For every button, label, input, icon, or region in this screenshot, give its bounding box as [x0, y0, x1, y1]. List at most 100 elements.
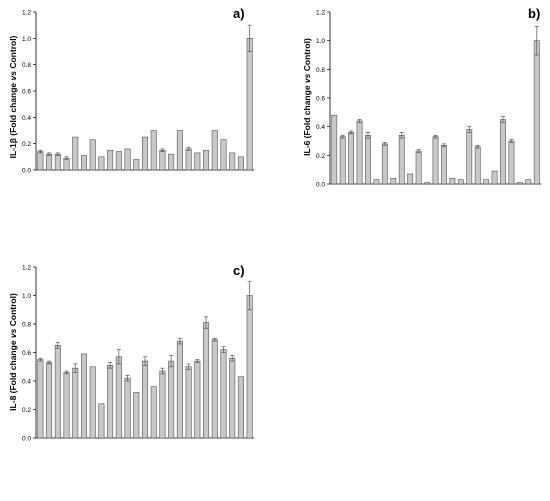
bar — [80, 353, 87, 439]
bar — [457, 179, 464, 185]
bar — [483, 179, 490, 185]
bar — [398, 134, 405, 185]
y-tick-label: 0.0 — [22, 168, 31, 175]
y-tick-label: 0.6 — [22, 350, 31, 357]
bar — [176, 130, 183, 171]
bar — [168, 153, 175, 171]
bar — [194, 360, 201, 439]
y-tick-label: 0.8 — [22, 62, 31, 69]
bar — [80, 155, 87, 171]
bar — [365, 134, 371, 185]
bar — [356, 120, 363, 185]
y-tick-label: 0.2 — [316, 153, 325, 160]
bar — [115, 356, 122, 439]
y-axis-label-c-part3: Control) — [8, 293, 18, 329]
bar — [381, 143, 388, 185]
panel-label-a: a) — [233, 6, 245, 21]
y-axis-label-c: IL-8 (Fold change vs Control) — [8, 277, 18, 427]
y-tick-label: 0.2 — [22, 407, 31, 414]
y-axis-label-c-part2: vs — [8, 328, 18, 339]
bar — [220, 349, 227, 439]
bar — [348, 132, 355, 185]
y-axis-label-a-part3: Control) — [8, 35, 18, 72]
y-axis-label-a: IL-1β (Fold change vs Control) — [8, 22, 18, 172]
y-tick-label: 1.2 — [316, 10, 325, 17]
bar — [72, 136, 79, 171]
bar — [229, 152, 236, 171]
y-tick-label: 0.4 — [22, 379, 31, 386]
bar — [246, 295, 253, 439]
bar — [133, 159, 140, 171]
bar — [194, 152, 201, 171]
y-axis-label-c-part1: IL-8 (Fold change — [8, 338, 18, 411]
bar — [46, 153, 53, 171]
panel-label-b: b) — [528, 6, 541, 21]
bar-chart-c: 0.0 0.2 0.4 0.6 0.8 1.0 1.2 — [22, 265, 254, 443]
bar — [424, 182, 430, 185]
bar — [124, 377, 131, 439]
y-tick-label: 0.2 — [22, 141, 31, 148]
bar — [441, 145, 447, 185]
bar — [124, 148, 131, 171]
y-tick-label: 1.0 — [22, 36, 31, 43]
bar — [142, 360, 149, 439]
bar — [373, 179, 380, 185]
y-tick-label: 0.6 — [316, 96, 325, 103]
y-axis-label-b-part1: IL-6 (Fold change — [302, 83, 312, 156]
bar — [500, 119, 506, 185]
panel-label-c: c) — [233, 263, 245, 278]
y-tick-label: 0.8 — [22, 322, 31, 329]
bar — [432, 136, 439, 185]
bar — [107, 365, 114, 439]
bar — [237, 376, 244, 439]
bar — [54, 153, 61, 171]
bar — [525, 179, 532, 185]
bar-chart-a: 0.0 0.2 0.4 0.6 0.8 1.0 1.2 — [22, 10, 254, 175]
chart-panel-c: c) IL-8 (Fold change vs Control) 0.0 0.2 0… — [0, 255, 275, 501]
y-axis-label-b-part3: Control) — [302, 38, 312, 74]
bar — [89, 366, 96, 439]
bar — [246, 38, 253, 171]
bar — [46, 362, 53, 439]
bar — [54, 345, 61, 439]
bar — [491, 170, 498, 185]
y-tick-label: 1.0 — [316, 38, 325, 45]
bar — [508, 140, 515, 185]
y-tick-label: 1.2 — [22, 10, 31, 17]
bar — [150, 386, 157, 439]
y-tick-label: 0.0 — [316, 182, 325, 189]
y-tick-label: 0.6 — [22, 89, 31, 96]
bar — [159, 149, 166, 171]
bar — [72, 367, 79, 439]
y-tick-label: 0.4 — [316, 124, 325, 131]
bar — [150, 130, 157, 171]
bar — [98, 403, 105, 439]
chart-panel-b: b) IL-6 (Fold change vs Control) 0.0 0.2 0… — [275, 0, 550, 245]
bar — [98, 156, 105, 171]
y-tick-label: 1.2 — [22, 265, 31, 272]
bar — [533, 40, 540, 185]
bar — [185, 366, 192, 439]
bar — [133, 392, 140, 439]
bar — [159, 370, 166, 439]
bar — [339, 136, 346, 185]
y-tick-label: 1.0 — [22, 293, 31, 300]
bar — [211, 339, 218, 439]
bar — [331, 114, 338, 185]
bar — [390, 177, 397, 185]
bar — [474, 146, 481, 185]
bar — [203, 149, 210, 171]
bar — [203, 322, 210, 439]
bar — [211, 130, 218, 171]
bar — [115, 151, 122, 171]
bar — [237, 156, 244, 171]
bar — [415, 150, 422, 185]
y-tick-label: 0.0 — [22, 436, 31, 443]
bar — [229, 357, 236, 439]
bar — [185, 148, 192, 171]
bar — [107, 149, 114, 171]
y-tick-label: 0.4 — [22, 115, 31, 122]
bar — [516, 182, 523, 185]
bar-chart-b: 0.0 0.2 0.4 0.6 0.8 1.0 1.2 — [316, 10, 541, 189]
